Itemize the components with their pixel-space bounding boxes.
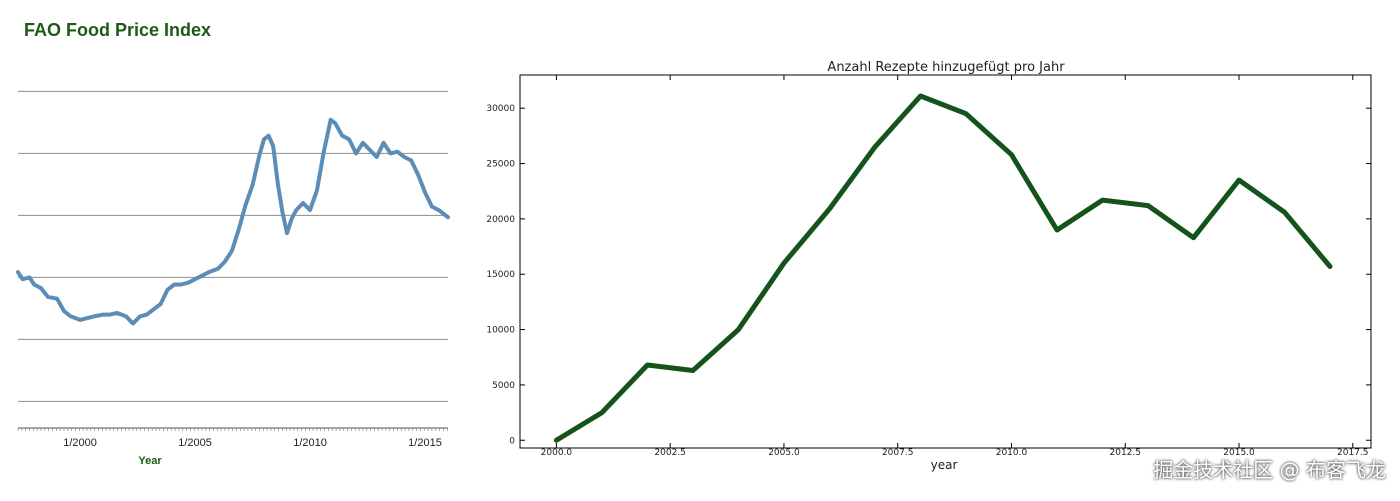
recipes-x-tick-label: 2015.0 bbox=[1223, 448, 1255, 458]
recipes-x-tick-label: 2007.5 bbox=[882, 448, 914, 458]
watermark-text: 掘金技术社区 @ 布客飞龙 bbox=[1153, 458, 1386, 482]
recipes-count-line bbox=[553, 93, 1333, 443]
recipes-x-tick-label: 2000.0 bbox=[541, 448, 573, 458]
recipes-x-tick-label: 2005.0 bbox=[768, 448, 800, 458]
recipes-y-tick-label: 5000 bbox=[492, 381, 515, 391]
recipes-chart-title: Anzahl Rezepte hinzugefügt pro Jahr bbox=[827, 60, 1065, 75]
fao-x-tick-label: 1/2015 bbox=[408, 437, 442, 449]
recipes-x-axis-label: year bbox=[931, 458, 958, 472]
fao-x-tick-labels: 1/2000 1/2005 1/2010 1/2015 bbox=[63, 437, 442, 449]
fao-x-axis-label: Year bbox=[138, 455, 162, 467]
recipes-x-tick-label: 2010.0 bbox=[996, 448, 1028, 458]
recipes-chart: Anzahl Rezepte hinzugefügt pro Jahr 0 500… bbox=[486, 60, 1372, 472]
recipes-y-ticks: 0 5000 10000 15000 20000 25000 30000 bbox=[486, 104, 1371, 446]
recipes-x-tick-label: 2017.5 bbox=[1337, 448, 1369, 458]
recipes-plot-frame bbox=[519, 74, 1372, 449]
recipes-x-tick-label: 2012.5 bbox=[1110, 448, 1142, 458]
fao-x-tick-label: 1/2010 bbox=[293, 437, 327, 449]
recipes-y-tick-label: 0 bbox=[509, 436, 515, 446]
fao-price-index-line bbox=[16, 117, 450, 326]
recipes-x-tick-label: 2002.5 bbox=[654, 448, 686, 458]
fao-chart: FAO Food Price Index 1/2000 1/2005 1/2010 1… bbox=[16, 20, 450, 467]
recipes-y-tick-label: 10000 bbox=[486, 326, 515, 336]
fao-x-tick-label: 1/2005 bbox=[178, 437, 212, 449]
recipes-y-tick-label: 30000 bbox=[486, 104, 515, 114]
fao-gridlines bbox=[18, 90, 448, 403]
recipes-y-tick-label: 20000 bbox=[486, 215, 515, 225]
fao-x-tick-label: 1/2000 bbox=[63, 437, 97, 449]
recipes-y-tick-label: 25000 bbox=[486, 160, 515, 170]
fao-minor-ticks bbox=[17, 428, 448, 431]
recipes-y-tick-label: 15000 bbox=[486, 270, 515, 280]
recipes-x-ticks: 2000.0 2002.5 2005.0 2007.5 2010.0 2012.5 2015… bbox=[541, 75, 1369, 458]
fao-chart-title: FAO Food Price Index bbox=[24, 20, 211, 40]
